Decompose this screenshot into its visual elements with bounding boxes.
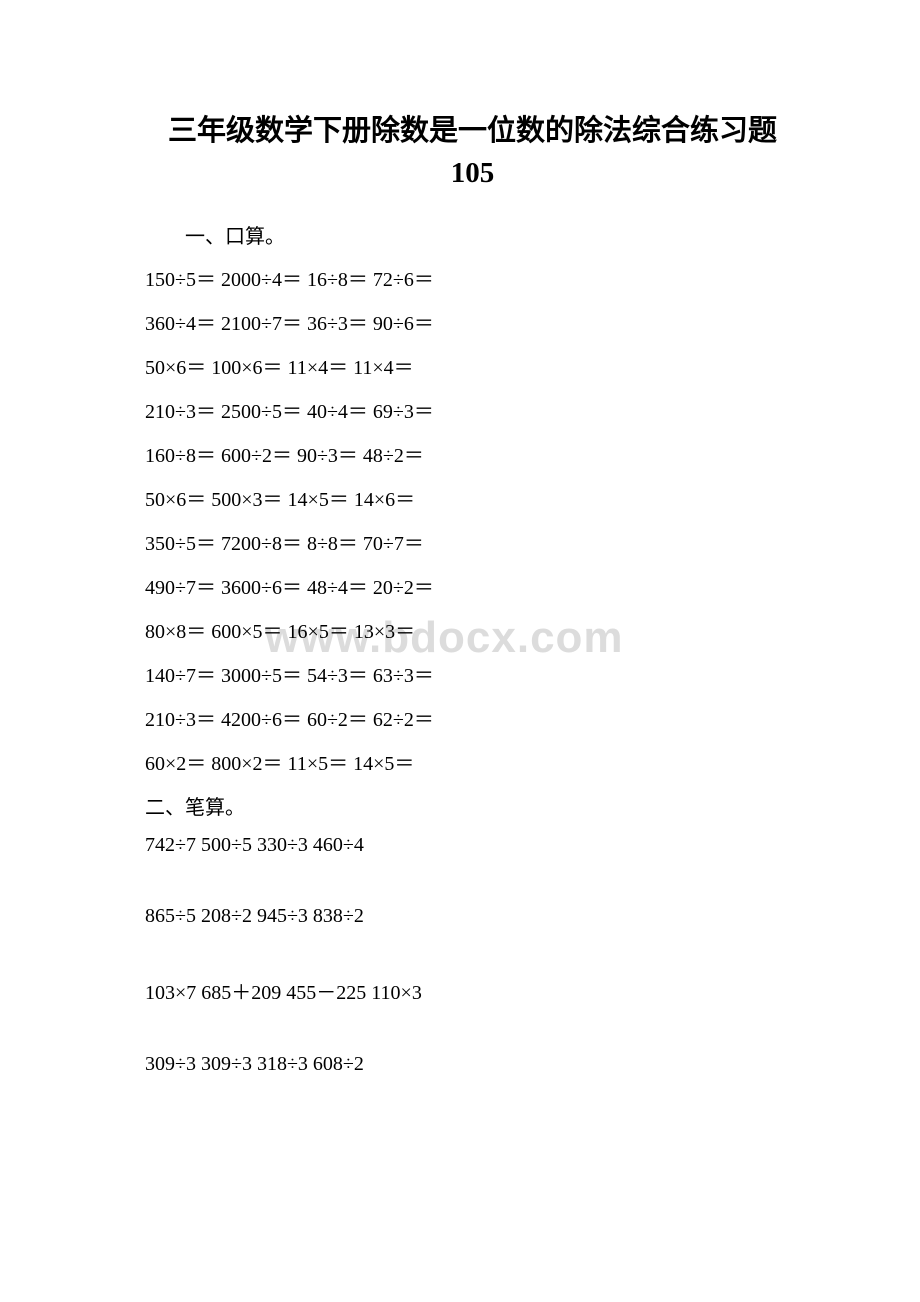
document-content: 三年级数学下册除数是一位数的除法综合练习题 105 一、口算。 150÷5＝ 2… (145, 110, 800, 1076)
section-2-label: 二、笔算。 (145, 791, 800, 820)
math-row: 210÷3＝ 2500÷5＝ 40÷4＝ 69÷3＝ (145, 395, 800, 424)
math-row: 60×2＝ 800×2＝ 11×5＝ 14×5＝ (145, 747, 800, 776)
math-row: 150÷5＝ 2000÷4＝ 16÷8＝ 72÷6＝ (145, 263, 800, 292)
math-row: 160÷8＝ 600÷2＝ 90÷3＝ 48÷2＝ (145, 439, 800, 468)
math-row: 309÷3 309÷3 318÷3 608÷2 (145, 1053, 800, 1076)
math-row: 80×8＝ 600×5＝ 16×5＝ 13×3＝ (145, 615, 800, 644)
math-row: 103×7 685＋209 455－225 110×3 (145, 976, 800, 1005)
math-row: 140÷7＝ 3000÷5＝ 54÷3＝ 63÷3＝ (145, 659, 800, 688)
section-1-label: 一、口算。 (145, 220, 800, 249)
math-row: 210÷3＝ 4200÷6＝ 60÷2＝ 62÷2＝ (145, 703, 800, 732)
math-row: 360÷4＝ 2100÷7＝ 36÷3＝ 90÷6＝ (145, 307, 800, 336)
math-row: 350÷5＝ 7200÷8＝ 8÷8＝ 70÷7＝ (145, 527, 800, 556)
math-row: 742÷7 500÷5 330÷3 460÷4 (145, 834, 800, 857)
math-row: 490÷7＝ 3600÷6＝ 48÷4＝ 20÷2＝ (145, 571, 800, 600)
math-row: 865÷5 208÷2 945÷3 838÷2 (145, 905, 800, 928)
document-title: 三年级数学下册除数是一位数的除法综合练习题 105 (145, 110, 800, 194)
math-row: 50×6＝ 100×6＝ 11×4＝ 11×4＝ (145, 351, 800, 380)
math-row: 50×6＝ 500×3＝ 14×5＝ 14×6＝ (145, 483, 800, 512)
